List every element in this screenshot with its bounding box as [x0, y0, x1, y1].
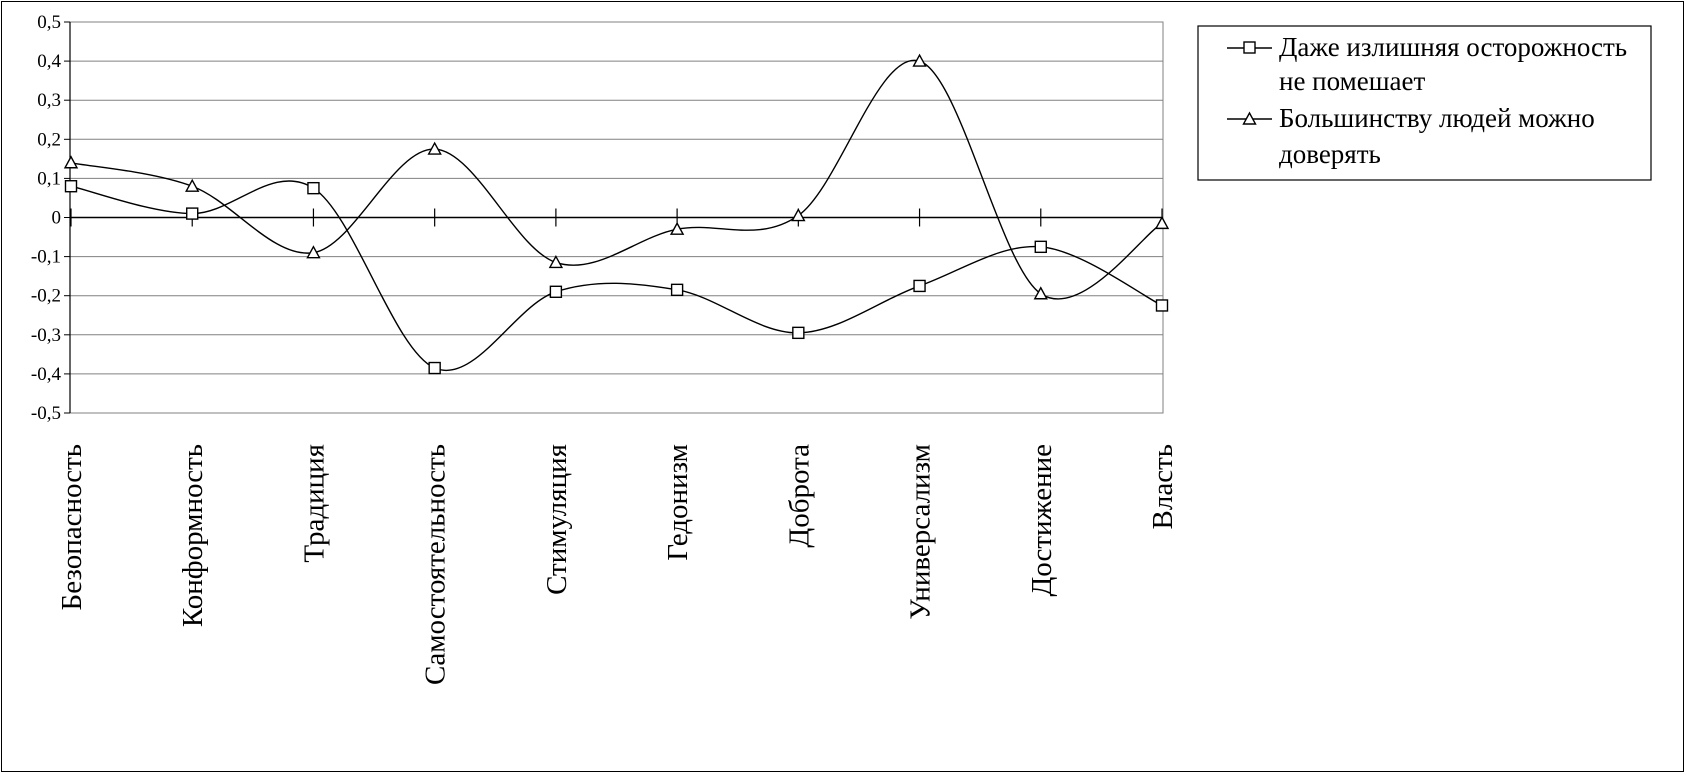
- data-point-square: [792, 326, 805, 340]
- y-tick-labels: 0,5 0,4 0,3 0,2 0,1 0 -0,1 -0,2 -0,3 -0,4 -0,5: [31, 12, 62, 424]
- data-point-triangle: [185, 178, 200, 192]
- data-point-triangle: [306, 245, 321, 259]
- category-label: Традиция: [298, 444, 330, 563]
- data-point-triangle: [912, 53, 927, 67]
- data-point-triangle: [63, 155, 79, 169]
- data-point-square: [428, 361, 441, 375]
- y-tick-label: 0,3: [37, 90, 61, 111]
- legend-label-series-1-line-1: Даже излишняя осторожность: [1279, 32, 1627, 62]
- y-tick-label: -0,3: [31, 325, 61, 346]
- category-label: Доброта: [783, 444, 815, 548]
- category-label: Стимуляция: [541, 444, 573, 595]
- y-tick-label: 0,1: [37, 168, 61, 189]
- y-tick-label: 0: [52, 208, 62, 229]
- data-point-square: [670, 283, 684, 297]
- y-tick-label: 0,2: [37, 129, 61, 150]
- category-label: Конформность: [177, 444, 209, 627]
- legend-label-series-2-line-2: доверять: [1279, 139, 1381, 169]
- legend-entry-series-1: Даже излишняя осторожность не помешает: [1227, 32, 1627, 96]
- data-point-square: [186, 207, 199, 220]
- data-point-triangle: [791, 208, 806, 222]
- data-point-triangle: [1154, 215, 1170, 230]
- y-tick-label: 0,5: [37, 12, 61, 33]
- data-point-square: [913, 279, 926, 293]
- legend-entry-series-2: Большинству людей можно доверять: [1227, 103, 1595, 169]
- data-point-square: [549, 285, 563, 298]
- data-point-square: [64, 180, 78, 193]
- legend-marker-square: [1243, 41, 1256, 54]
- y-tick-label: -0,5: [31, 403, 61, 424]
- legend-label-series-2-line-1: Большинству людей можно: [1279, 103, 1595, 133]
- category-label: Универсализм: [905, 444, 937, 620]
- series-lines: [63, 53, 1170, 375]
- y-tick-label: 0,4: [37, 51, 61, 72]
- legend-label-series-1-line-2: не помешает: [1279, 66, 1425, 96]
- data-point-triangle: [548, 255, 564, 269]
- legend: Даже излишняя осторожность не помешает Б…: [1197, 25, 1652, 181]
- data-point-triangle: [427, 141, 442, 155]
- category-label: Самостоятельность: [420, 444, 452, 685]
- category-label: Власть: [1147, 444, 1179, 529]
- legend-marker-triangle: [1242, 111, 1257, 125]
- category-label: Достижение: [1026, 444, 1058, 597]
- y-tick-label: -0,4: [31, 364, 62, 385]
- legend-box: [1197, 25, 1652, 181]
- data-point-square: [1155, 299, 1169, 312]
- series-line-1: [70, 180, 1163, 371]
- series-line-2: [70, 59, 1163, 300]
- category-label: Безопасность: [56, 444, 88, 610]
- category-labels: Безопасность Конформность Традиция Самостоя…: [56, 444, 1179, 685]
- y-tick-label: -0,2: [31, 286, 61, 307]
- data-point-triangle: [1033, 286, 1048, 300]
- category-label: Гедонизм: [662, 444, 694, 561]
- data-point-square: [1034, 240, 1047, 254]
- y-tick-label: -0,1: [31, 247, 61, 268]
- data-point-triangle: [669, 221, 685, 235]
- data-point-square: [307, 181, 320, 195]
